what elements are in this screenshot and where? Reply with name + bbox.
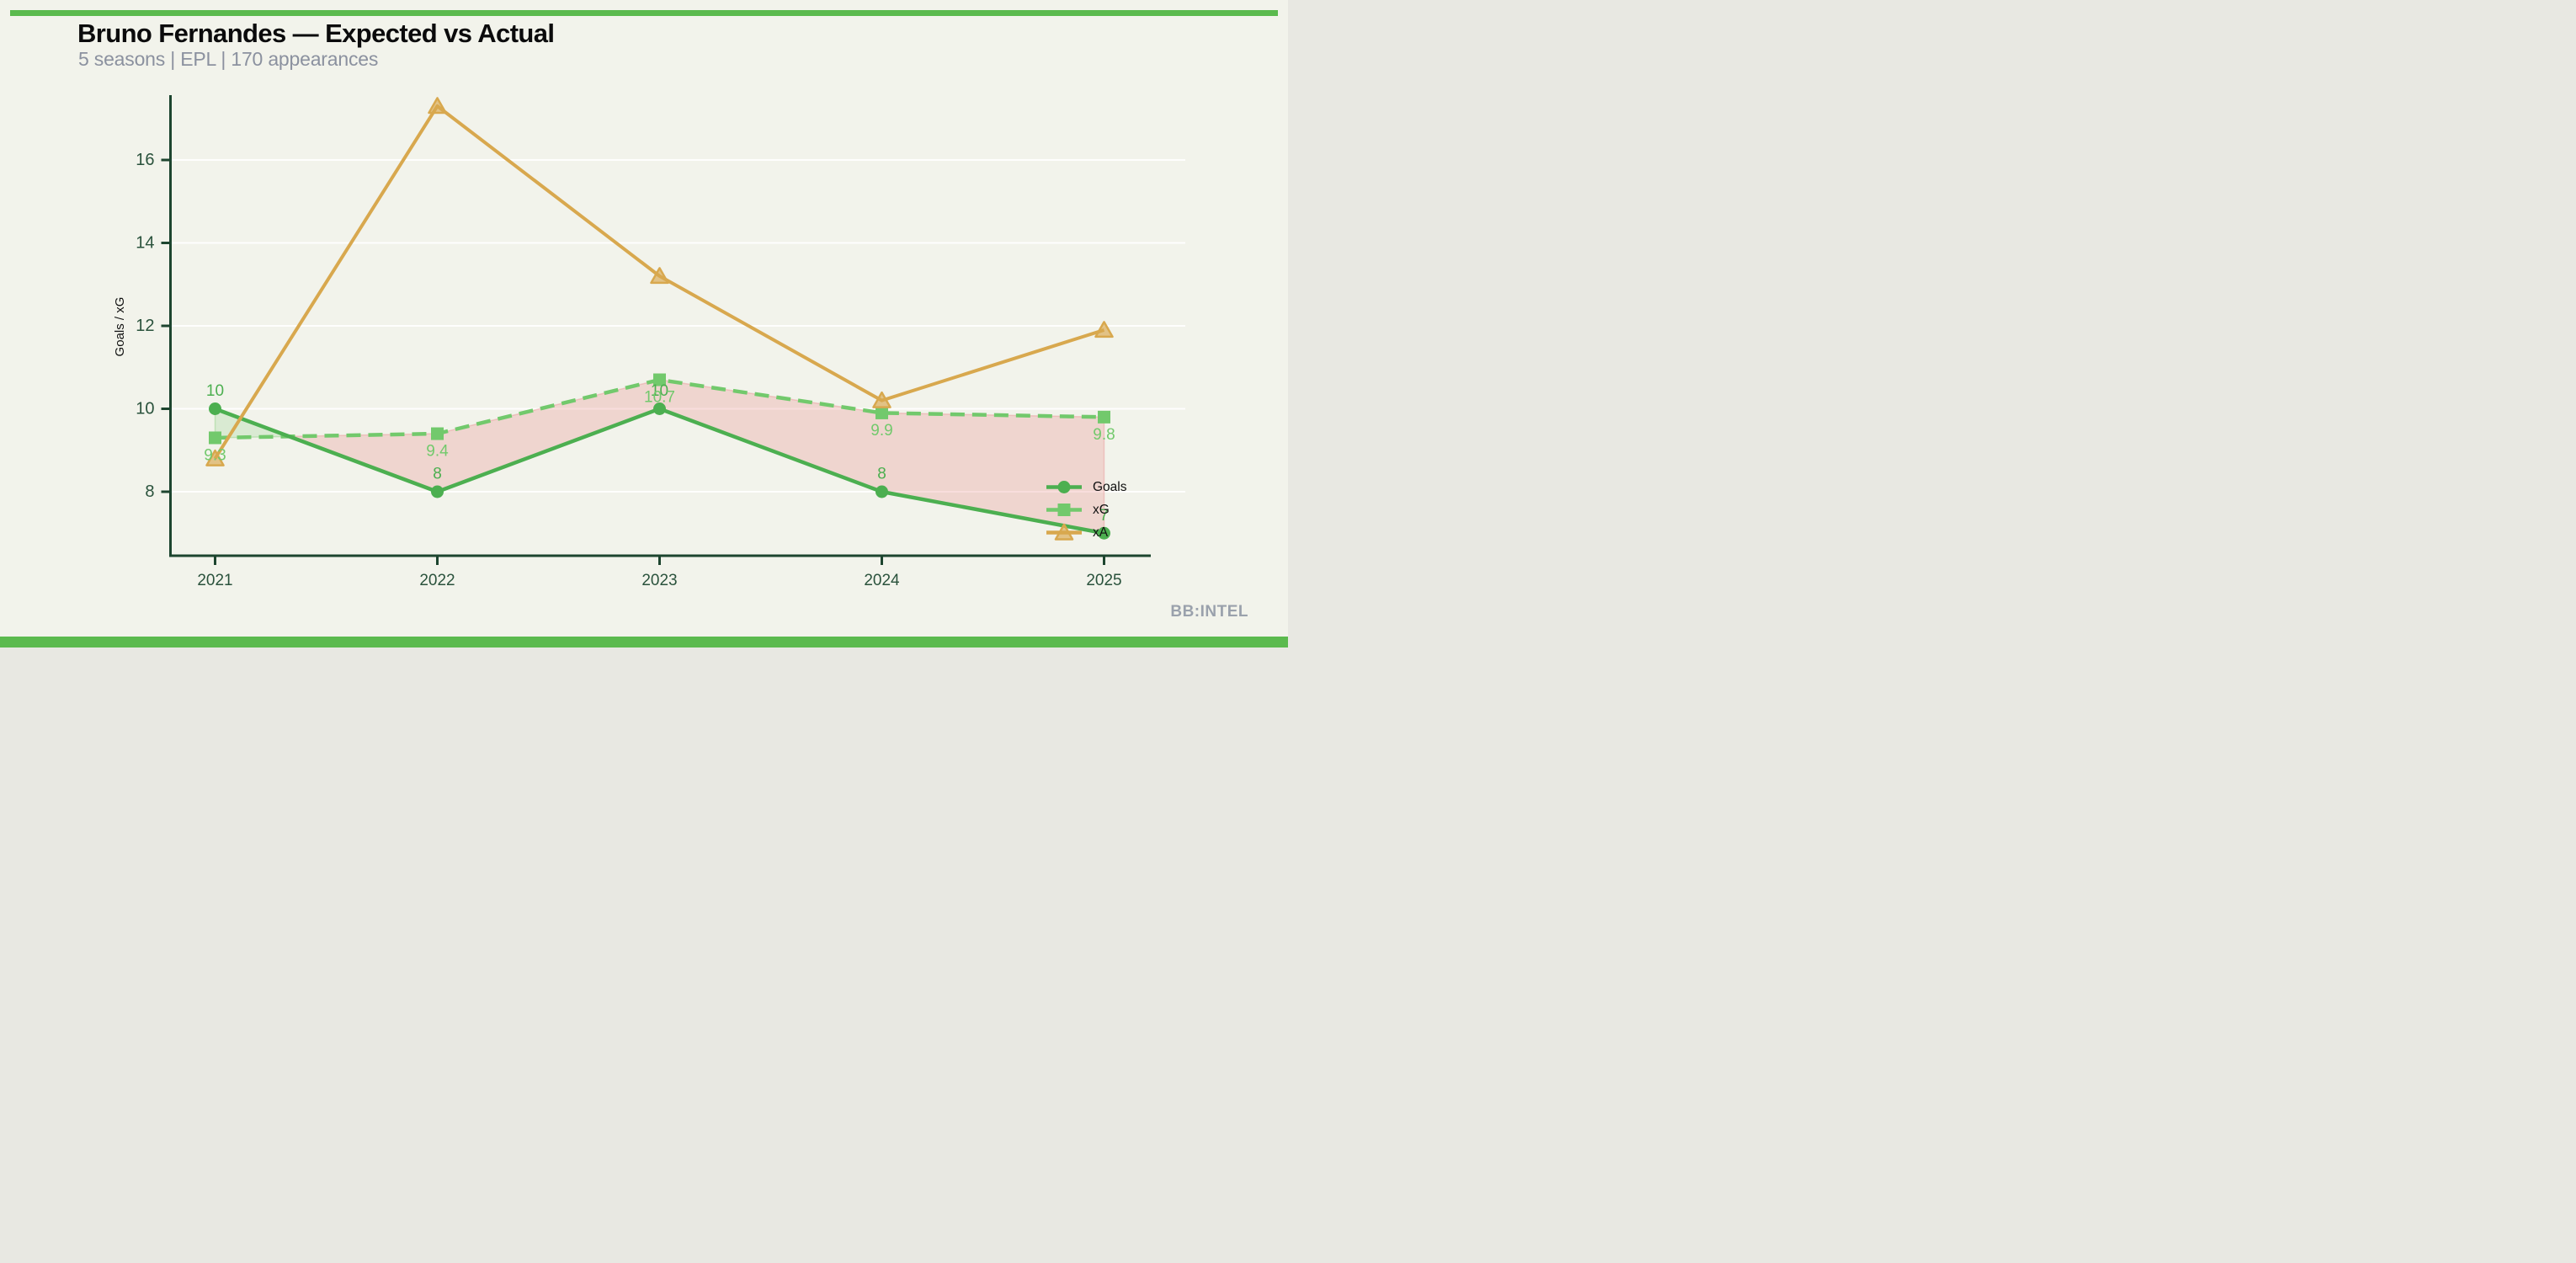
xg-point-label: 9.3 bbox=[204, 446, 226, 464]
y-tick-label: 10 bbox=[136, 400, 154, 418]
xg-point-label: 10.7 bbox=[644, 389, 675, 407]
bottom-accent-bar bbox=[0, 637, 1288, 647]
x-tick-label: 2021 bbox=[197, 572, 232, 589]
goals-marker bbox=[876, 485, 888, 498]
xg-point-label: 9.4 bbox=[426, 443, 449, 461]
x-tick-label: 2023 bbox=[641, 572, 677, 589]
y-tick-label: 8 bbox=[145, 482, 154, 501]
goals-point-label: 10 bbox=[206, 382, 224, 400]
xa-marker bbox=[872, 391, 891, 408]
xg-marker bbox=[653, 373, 666, 386]
brand-watermark: BB:INTEL bbox=[1170, 603, 1248, 621]
goals-point-label: 7 bbox=[1099, 507, 1109, 525]
y-tick-label: 16 bbox=[136, 151, 154, 169]
xg-point-label: 9.9 bbox=[870, 422, 892, 440]
y-axis-title: Goals / xG bbox=[113, 297, 127, 357]
x-tick-label: 2022 bbox=[419, 572, 455, 589]
legend-label-goals: Goals bbox=[1093, 480, 1127, 494]
goals-marker bbox=[431, 485, 444, 498]
legend-marker-goals bbox=[1057, 481, 1071, 493]
y-tick-label: 12 bbox=[136, 317, 154, 335]
goals-point-label: 8 bbox=[877, 466, 886, 483]
xg-point-label: 9.8 bbox=[1093, 426, 1115, 444]
xa-marker bbox=[428, 97, 447, 115]
goals-marker bbox=[653, 402, 666, 415]
xa-marker bbox=[1094, 321, 1114, 338]
xg-marker bbox=[209, 431, 221, 445]
goals-point-label: 10 bbox=[651, 382, 668, 400]
legend-label-xg: xG bbox=[1093, 503, 1110, 517]
xg-marker bbox=[876, 406, 888, 419]
goals-marker bbox=[1098, 526, 1110, 540]
xg-marker bbox=[1098, 410, 1110, 424]
legend-marker-xg bbox=[1057, 504, 1071, 516]
expected-vs-actual-line-chart: 8 10 12 14 16 2021 2022 2023 2024 2025 Goals / xG 1… bbox=[113, 95, 1185, 589]
x-tick-label: 2025 bbox=[1086, 572, 1121, 589]
page-title: Bruno Fernandes — Expected vs Actual bbox=[77, 19, 555, 48]
xa-marker bbox=[650, 267, 669, 285]
chart-page: Bruno Fernandes — Expected vs Actual 5 s… bbox=[0, 0, 1288, 647]
goals-marker bbox=[209, 402, 221, 415]
x-tick-label: 2024 bbox=[864, 572, 900, 589]
y-tick-label: 14 bbox=[136, 234, 154, 253]
xa-marker bbox=[205, 449, 225, 466]
page-subtitle: 5 seasons | EPL | 170 appearances bbox=[78, 48, 379, 70]
legend-marker-xa bbox=[1054, 523, 1074, 541]
xg-marker bbox=[431, 427, 444, 440]
legend-label-xa: xA bbox=[1093, 525, 1109, 540]
top-accent-bar bbox=[10, 10, 1278, 16]
goals-point-label: 8 bbox=[433, 466, 442, 483]
